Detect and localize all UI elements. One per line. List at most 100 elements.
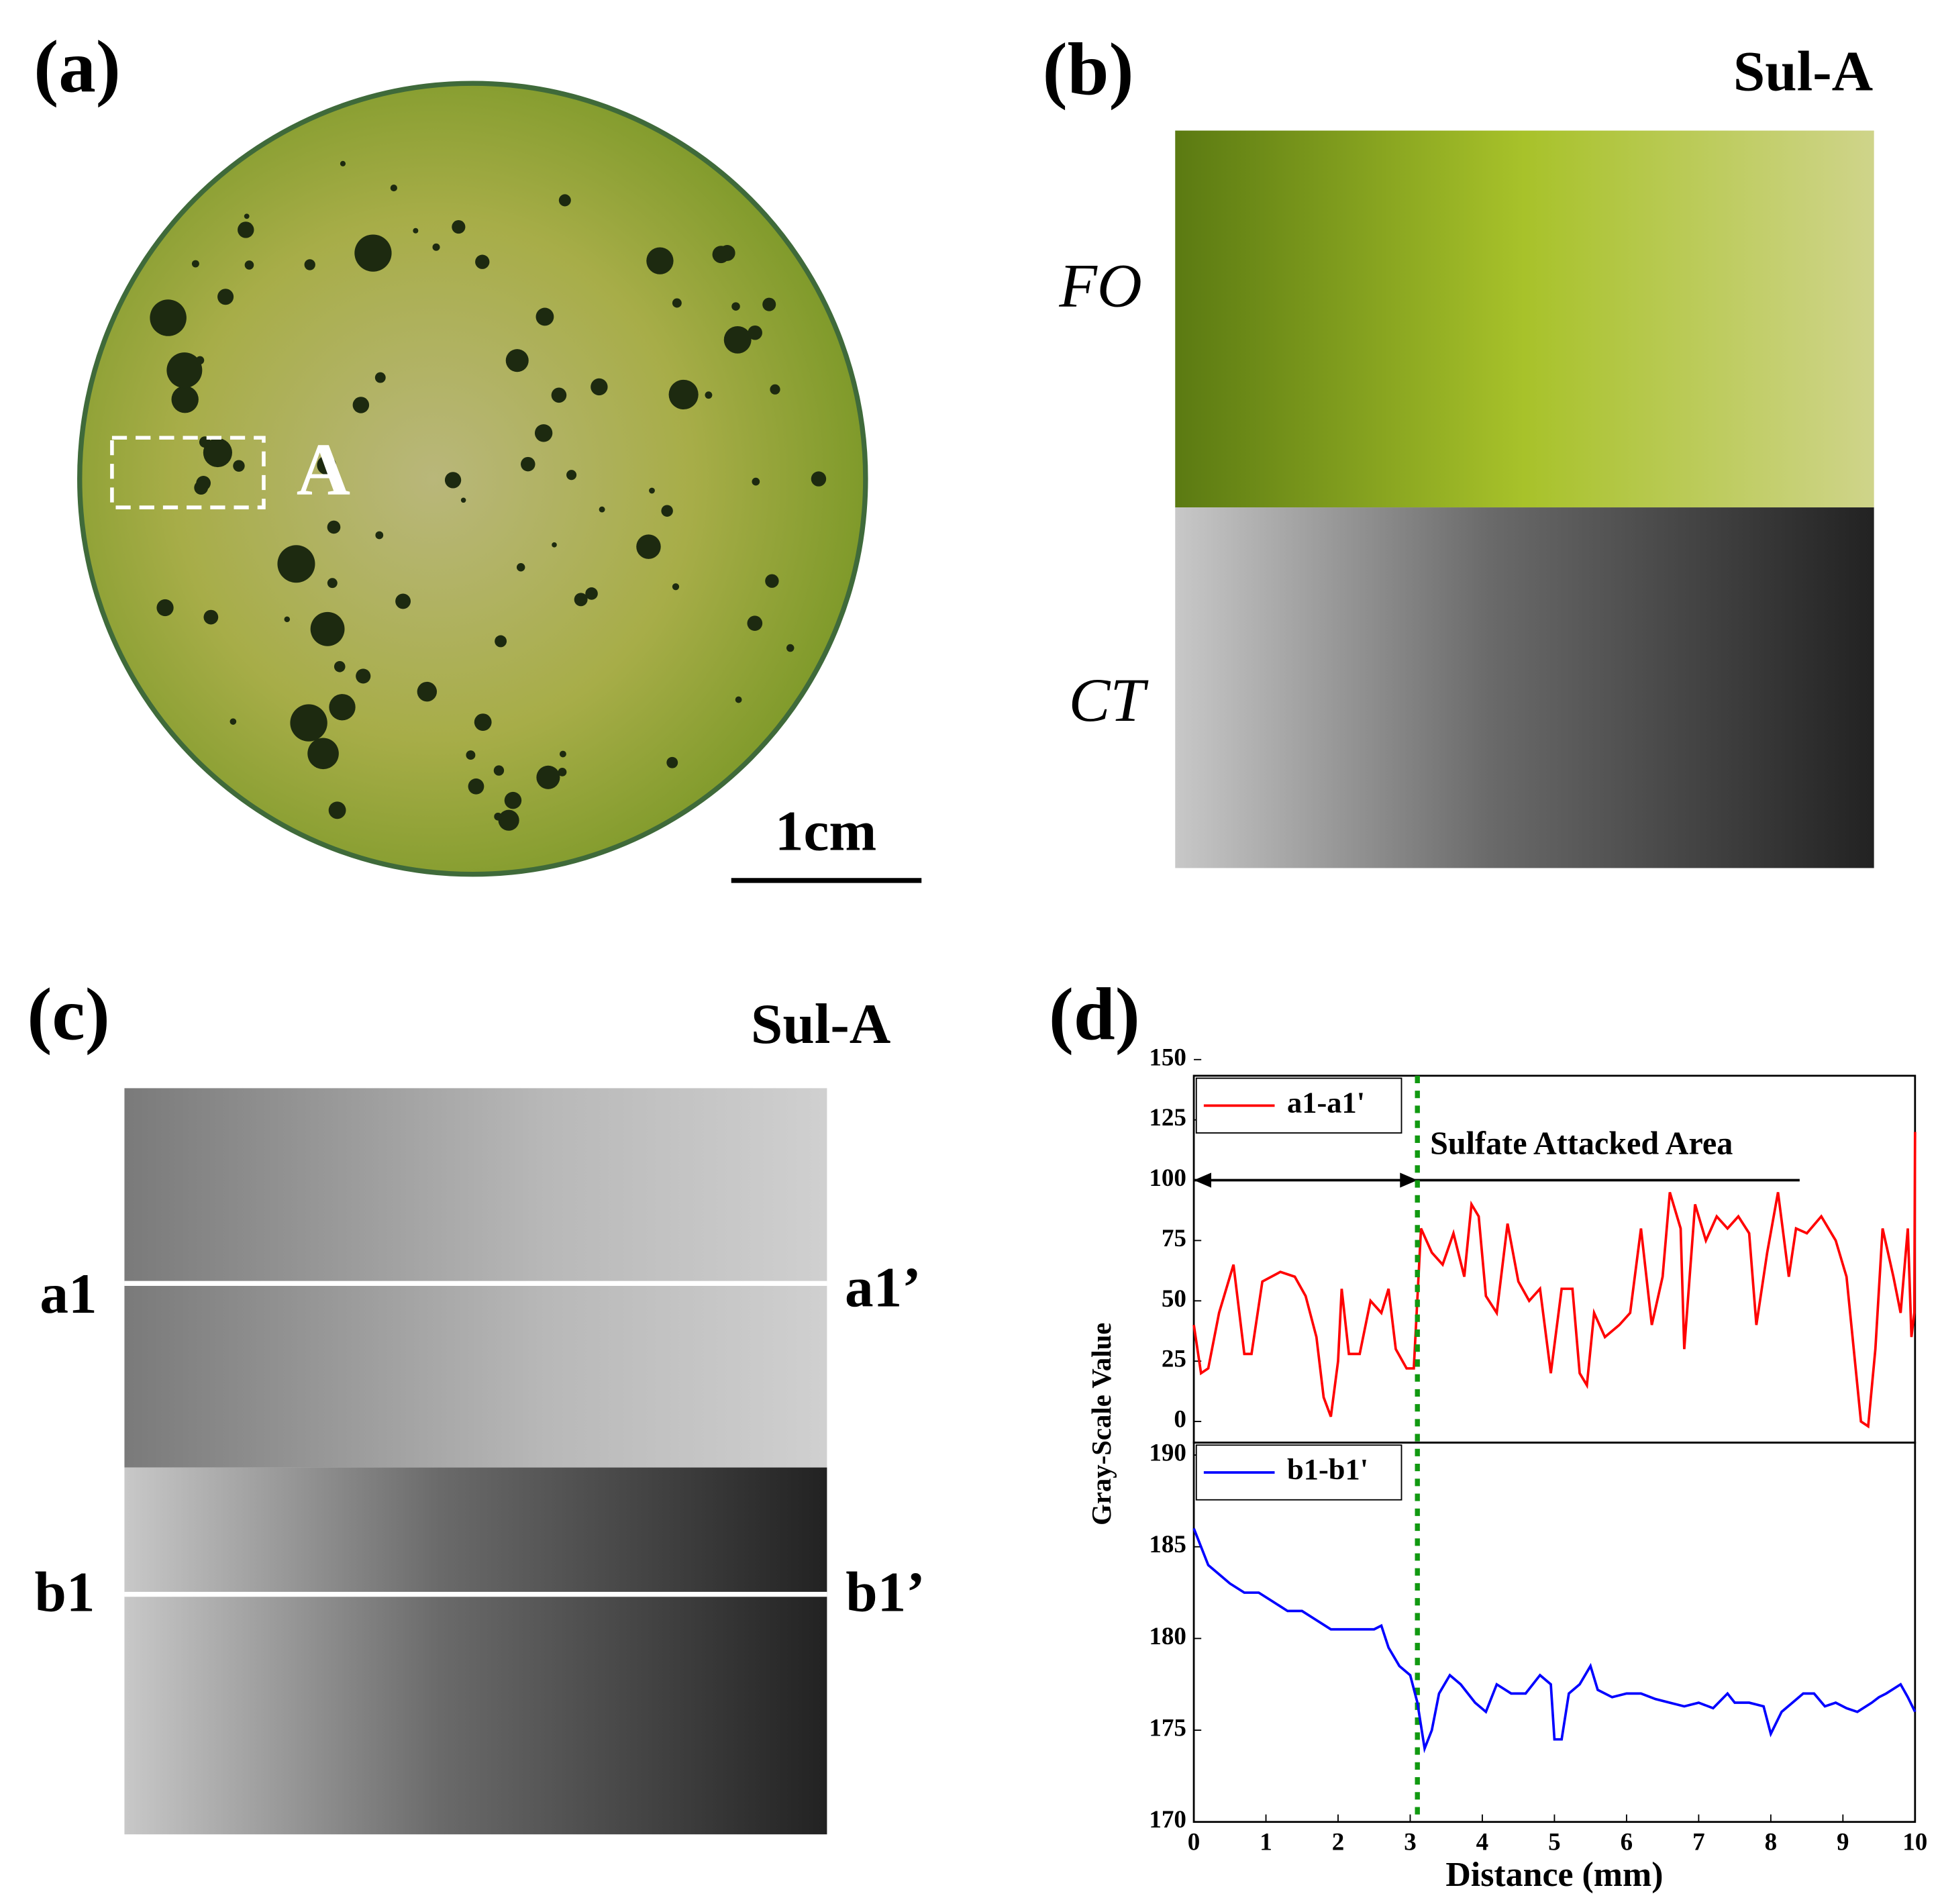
spot <box>493 765 505 776</box>
spot <box>191 260 199 268</box>
line-label: a1’ <box>845 1256 921 1319</box>
x-axis-label: Distance (mm) <box>1445 1856 1663 1894</box>
spot <box>498 809 519 831</box>
spot <box>636 534 661 559</box>
arrow-head <box>1194 1172 1211 1188</box>
spot <box>217 289 234 305</box>
spot <box>244 213 250 219</box>
panel-label: (d) <box>1049 974 1140 1056</box>
spot <box>244 260 254 270</box>
sample-label: Sul-A <box>1733 40 1873 103</box>
spot <box>466 750 476 760</box>
legend-label: a1-a1' <box>1287 1086 1365 1119</box>
y-tick-label: 25 <box>1162 1346 1186 1373</box>
y-tick-label: 0 <box>1174 1406 1186 1434</box>
y-tick-label: 75 <box>1162 1225 1186 1252</box>
x-tick-label: 0 <box>1188 1829 1201 1856</box>
spot <box>334 660 346 672</box>
panel-label: (c) <box>27 974 109 1056</box>
spot <box>762 297 776 311</box>
row-label: CT <box>1069 666 1149 735</box>
fo-gray-image <box>124 1088 827 1468</box>
spot <box>417 681 438 702</box>
spot <box>166 352 203 389</box>
spot <box>672 298 682 308</box>
legend-label: b1-b1' <box>1287 1452 1368 1486</box>
spot <box>432 243 440 251</box>
spot <box>723 325 752 354</box>
spot <box>536 765 560 789</box>
spot <box>356 668 371 684</box>
spot <box>735 696 742 703</box>
spot <box>516 563 525 572</box>
spot <box>460 497 466 503</box>
spot <box>390 184 397 192</box>
x-tick-label: 10 <box>1902 1829 1927 1856</box>
spot <box>475 254 490 269</box>
y-tick-label: 100 <box>1149 1164 1186 1192</box>
spot <box>352 397 370 413</box>
x-tick-label: 5 <box>1548 1829 1561 1856</box>
spot <box>150 299 187 336</box>
y-tick-label: 170 <box>1149 1806 1186 1834</box>
spot <box>203 609 219 625</box>
data-line <box>1192 1132 1917 1429</box>
y-tick-label: 150 <box>1149 1044 1186 1071</box>
spot <box>748 325 762 340</box>
y-tick-label: 175 <box>1149 1715 1186 1742</box>
spot <box>284 616 291 623</box>
spot <box>229 718 237 725</box>
spot <box>307 738 339 770</box>
row-label: FO <box>1058 252 1142 321</box>
spot <box>672 583 680 591</box>
data-line <box>1192 1527 1917 1754</box>
x-tick-label: 4 <box>1476 1829 1489 1856</box>
spot <box>452 220 466 234</box>
spot <box>551 387 567 403</box>
region-label: A <box>297 429 350 511</box>
spot <box>752 477 760 486</box>
spot <box>646 247 674 274</box>
specimen-photo <box>77 81 868 877</box>
x-tick-label: 6 <box>1621 1829 1633 1856</box>
spot <box>395 593 411 609</box>
spot <box>317 455 336 475</box>
spot <box>310 611 345 646</box>
fo-image <box>1175 130 1874 508</box>
panel-label: (a) <box>34 26 121 109</box>
spot <box>535 307 554 326</box>
line-label: b1 <box>34 1561 95 1624</box>
x-tick-label: 2 <box>1332 1829 1345 1856</box>
spot <box>328 801 346 819</box>
spot <box>329 694 356 721</box>
spot <box>468 778 484 795</box>
y-axis-label: Gray-Scale Value <box>1086 1323 1117 1525</box>
spot <box>585 587 598 600</box>
ct-image <box>124 1467 827 1835</box>
spot <box>747 615 763 632</box>
spot <box>559 750 566 758</box>
spot <box>171 385 199 413</box>
y-tick-label: 180 <box>1149 1623 1186 1650</box>
x-tick-label: 8 <box>1765 1829 1778 1856</box>
scale-label: 1cm <box>775 800 876 863</box>
spot <box>444 472 462 489</box>
spot <box>558 767 567 776</box>
y-tick-label: 185 <box>1149 1531 1186 1558</box>
spot <box>552 542 557 548</box>
spot <box>712 246 730 264</box>
sample-label: Sul-A <box>751 993 890 1056</box>
region-box <box>110 436 266 509</box>
spot <box>233 460 245 472</box>
spot <box>765 574 779 588</box>
panel-label: (b) <box>1043 28 1134 111</box>
spot <box>786 644 795 652</box>
spot <box>494 812 503 821</box>
spot <box>649 487 655 494</box>
spot <box>574 593 588 607</box>
spot <box>811 471 827 487</box>
spot <box>661 505 673 517</box>
spot <box>599 506 605 513</box>
spot <box>195 356 205 365</box>
